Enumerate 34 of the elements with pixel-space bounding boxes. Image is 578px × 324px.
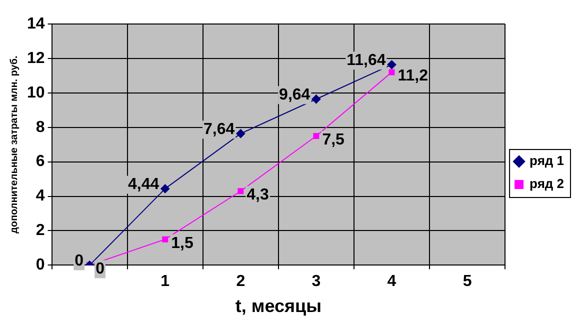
x-tick-label: 3 <box>312 273 321 290</box>
y-tick-label: 4 <box>36 188 45 205</box>
point <box>238 188 244 194</box>
y-tick-label: 2 <box>36 222 45 240</box>
y-axis-title: дополнительные затраты млн. руб. <box>8 55 20 234</box>
data-label: 11,64 <box>346 52 386 70</box>
point <box>162 236 168 242</box>
data-label: 7,5 <box>322 131 345 148</box>
y-tick-label: 0 <box>36 256 45 274</box>
data-label: 4,3 <box>246 186 269 204</box>
data-label: 7,64 <box>204 120 235 138</box>
point <box>236 129 246 138</box>
point <box>160 184 170 194</box>
y-tick-label: 8 <box>36 118 45 136</box>
y-tick-label: 12 <box>27 50 45 67</box>
data-label: 11,2 <box>398 68 428 85</box>
y-tick-label: 10 <box>27 84 45 102</box>
x-tick-label: 5 <box>462 273 472 290</box>
x-axis-title: t, месяцы <box>235 296 322 316</box>
point <box>313 133 320 139</box>
y-tick-label: 6 <box>36 153 45 170</box>
data-label: 4,44 <box>128 176 160 194</box>
point <box>312 94 321 104</box>
data-label: 0 <box>96 260 105 278</box>
data-label: 1,5 <box>171 234 194 252</box>
x-tick-label: 4 <box>387 273 396 290</box>
x-tick-label: 2 <box>236 273 246 290</box>
data-label: 0 <box>74 252 84 270</box>
data-label: 9,64 <box>279 86 310 104</box>
legend-label: ряд 2 <box>530 176 564 192</box>
x-tick-label: 1 <box>160 273 170 290</box>
y-tick-label: 14 <box>27 15 45 32</box>
point <box>387 60 396 70</box>
legend-label: ряд 1 <box>530 153 564 168</box>
